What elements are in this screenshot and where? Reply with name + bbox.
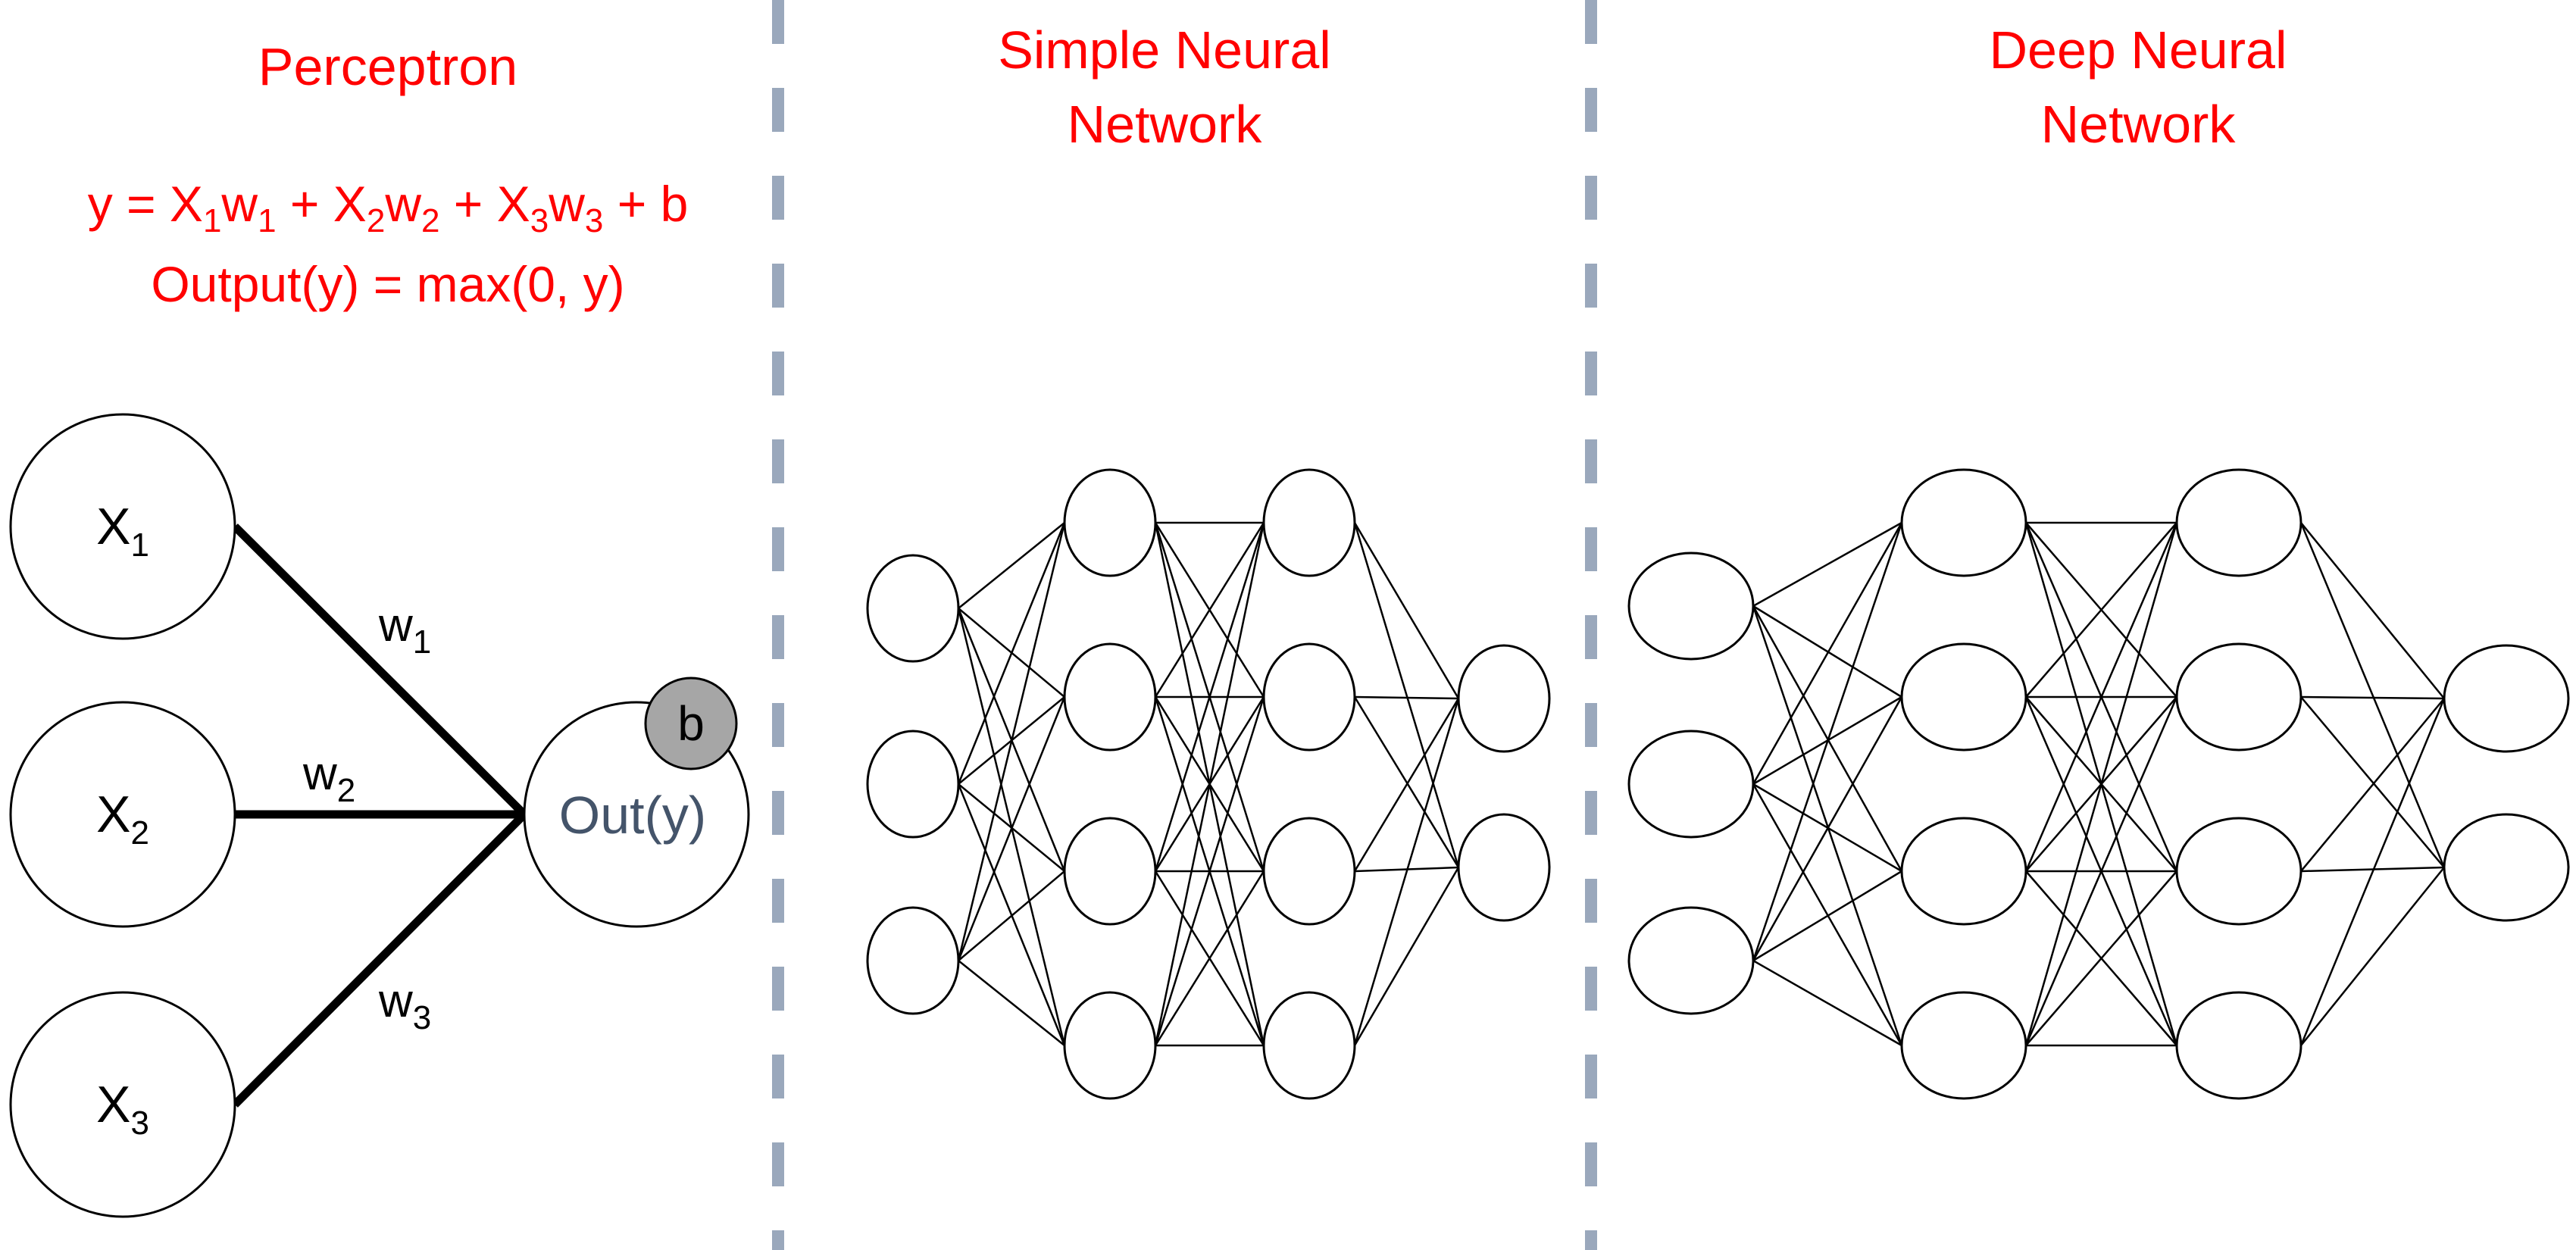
deep-edge-l2-1-1 <box>2300 696 2445 868</box>
deep-node-l1-3 <box>1900 991 2027 1100</box>
simple-edge-l2-0-0 <box>1353 522 1460 699</box>
deep-node-l1-2 <box>1900 817 2027 926</box>
input-node-x1: X1 <box>9 413 236 640</box>
simple-edge-l2-1-0 <box>1354 695 1459 700</box>
perceptron-formula: y = X1w1 + X2w2 + X3w3 + b <box>88 176 689 239</box>
simple-node-l2-2 <box>1262 817 1356 926</box>
deep-edge-l0-0-2 <box>1752 605 1903 872</box>
deep-nn-title-line1: Deep Neural <box>1990 20 2287 80</box>
deep-edge-l2-2-0 <box>2300 698 2445 872</box>
simple-edge-l1-3-0 <box>1154 522 1265 1046</box>
simple-node-l1-3 <box>1063 991 1157 1100</box>
deep-edge-l0-2-3 <box>1752 959 1902 1047</box>
bias-label: b <box>677 696 705 751</box>
deep-edge-l1-2-0 <box>2024 522 2178 872</box>
simple-edge-l2-3-0 <box>1353 698 1460 1046</box>
simple-node-l1-2 <box>1063 817 1157 926</box>
weight-label-1: w1 <box>378 599 431 661</box>
simple-edge-l0-2-0 <box>957 522 1066 961</box>
output-label: Out(y) <box>559 786 706 845</box>
simple-node-l0-1 <box>866 730 960 839</box>
weight-label-3: w3 <box>378 975 431 1036</box>
simple-node-l3-1 <box>1457 813 1551 922</box>
perceptron-panel: Perceptron y = X1w1 + X2w2 + X3w3 + b Ou… <box>9 37 750 1218</box>
perceptron-title: Perceptron <box>258 37 517 96</box>
simple-edge-l0-1-0 <box>957 522 1066 785</box>
simple-nn-panel: Simple Neural Network <box>866 20 1551 1100</box>
deep-node-l0-0 <box>1627 552 1755 661</box>
deep-edge-l2-0-1 <box>2299 522 2446 868</box>
weight-edge-3 <box>232 811 527 1108</box>
bias-node: b <box>644 677 738 770</box>
svg-text:X3: X3 <box>96 1076 149 1142</box>
deep-edge-l0-2-2 <box>1752 870 1902 962</box>
simple-edge-l1-3-1 <box>1154 696 1265 1046</box>
deep-node-l2-0 <box>2175 468 2302 577</box>
deep-node-l2-3 <box>2175 991 2302 1100</box>
deep-nn-panel: Deep Neural Network <box>1627 20 2570 1100</box>
simple-edge-l2-2-0 <box>1353 698 1460 872</box>
simple-edge-l0-0-0 <box>958 522 1065 609</box>
deep-node-l1-0 <box>1900 468 2027 577</box>
deep-node-l3-1 <box>2443 813 2570 922</box>
simple-edge-l1-3-2 <box>1154 870 1265 1046</box>
simple-node-l2-3 <box>1262 991 1356 1100</box>
deep-edge-l0-1-0 <box>1752 522 1903 785</box>
simple-node-l1-0 <box>1063 468 1157 577</box>
simple-nn-nodes <box>866 468 1551 1100</box>
deep-edge-l0-1-3 <box>1752 783 1903 1046</box>
weight-edge-1 <box>232 523 527 817</box>
input-node-x2: X2 <box>9 701 236 928</box>
simple-edge-l0-2-2 <box>958 870 1065 961</box>
deep-edge-l0-0-0 <box>1752 521 1902 608</box>
input-node-x3: X3 <box>9 991 236 1218</box>
deep-edge-l1-1-0 <box>2025 522 2177 698</box>
simple-nn-title-line1: Simple Neural <box>998 20 1331 80</box>
simple-edge-l1-1-0 <box>1154 522 1265 698</box>
deep-edge-l1-3-1 <box>2024 696 2178 1046</box>
simple-edge-l2-3-1 <box>1353 867 1460 1046</box>
weight-label-2: w2 <box>302 748 355 809</box>
deep-edge-l2-1-0 <box>2300 695 2445 700</box>
deep-node-l1-1 <box>1900 642 2027 752</box>
deep-edge-l1-3-0 <box>2024 522 2178 1046</box>
simple-edge-l1-2-0 <box>1154 522 1265 872</box>
simple-node-l1-1 <box>1063 642 1157 752</box>
deep-nn-nodes <box>1627 468 2570 1100</box>
simple-edge-l2-1-1 <box>1353 696 1460 868</box>
simple-edge-l0-2-1 <box>957 696 1066 961</box>
simple-edge-l2-0-1 <box>1353 522 1460 868</box>
simple-edge-l0-2-3 <box>958 960 1065 1046</box>
svg-text:X2: X2 <box>96 786 149 852</box>
deep-edge-l2-3-1 <box>2300 867 2445 1046</box>
deep-edge-l1-3-2 <box>2025 870 2177 1046</box>
deep-node-l3-0 <box>2443 644 2570 753</box>
simple-nn-title-line2: Network <box>1068 95 1263 154</box>
deep-node-l0-2 <box>1627 906 1755 1015</box>
deep-nn-edges <box>1752 521 2446 1047</box>
svg-text:X1: X1 <box>96 498 149 564</box>
simple-node-l0-2 <box>866 906 960 1015</box>
deep-edge-l2-0-0 <box>2300 522 2445 699</box>
deep-node-l2-1 <box>2175 642 2302 752</box>
simple-node-l3-0 <box>1457 644 1551 753</box>
deep-nn-title-line2: Network <box>2041 95 2237 154</box>
deep-edge-l2-2-1 <box>2300 866 2445 873</box>
simple-node-l0-0 <box>866 554 960 663</box>
deep-node-l2-2 <box>2175 817 2302 926</box>
deep-edge-l0-0-3 <box>1752 605 1903 1046</box>
deep-edge-l0-2-0 <box>1752 522 1903 961</box>
deep-edge-l2-3-0 <box>2299 698 2446 1046</box>
deep-edge-l0-2-1 <box>1752 696 1903 961</box>
perceptron-activation: Output(y) = max(0, y) <box>151 256 624 312</box>
simple-node-l2-0 <box>1262 468 1356 577</box>
simple-nn-edges <box>957 521 1460 1047</box>
deep-node-l0-1 <box>1627 730 1755 839</box>
simple-node-l2-1 <box>1262 642 1356 752</box>
